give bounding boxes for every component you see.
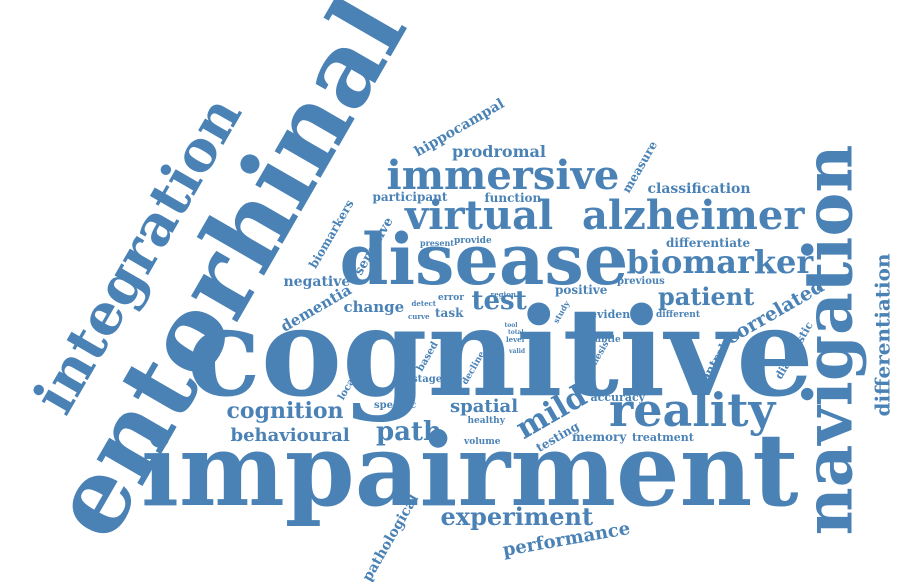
word-present: present — [420, 238, 455, 248]
word-test: test — [471, 286, 527, 316]
word-tool: tool — [504, 322, 518, 329]
word-memory: memory — [572, 430, 627, 444]
word-valid: valid — [509, 348, 526, 355]
word-behavioural: behavioural — [230, 425, 350, 446]
word-prodromal: prodromal — [452, 142, 546, 161]
word-positive: positive — [555, 283, 608, 297]
word-provide: provide — [454, 235, 492, 246]
word-total: total — [508, 329, 524, 336]
word-classification: classification — [647, 181, 751, 197]
word-subtle: subtle — [589, 334, 621, 345]
word-different: different — [656, 309, 700, 320]
word-evidence: evidence — [590, 307, 644, 321]
word-immersive: immersive — [386, 152, 620, 199]
word-function: function — [484, 191, 542, 205]
word-path: path — [376, 417, 442, 447]
word-error: error — [438, 292, 464, 303]
word-treatment: treatment — [632, 430, 694, 444]
word-level: level — [506, 334, 525, 344]
word-curve: curve — [408, 311, 430, 321]
word-cognition: cognition — [226, 398, 344, 424]
word-impairment: impairment — [141, 411, 799, 529]
word-previous: previous — [617, 276, 665, 287]
word-detect: detect — [411, 298, 437, 308]
word-stage: stage — [412, 374, 443, 385]
word-patient: patient — [658, 282, 755, 311]
word-participant: participant — [372, 190, 448, 204]
word-disease: disease — [339, 218, 629, 301]
word-negative: negative — [283, 274, 351, 290]
word-change: change — [343, 297, 405, 316]
word-region: region — [490, 289, 516, 299]
word-differentiation: differentiation — [870, 253, 895, 417]
word-experiment: experiment — [440, 502, 594, 531]
word-virtual: virtual — [405, 192, 554, 239]
word-spatial: spatial — [450, 396, 519, 417]
word-alzheimer: alzheimer — [582, 192, 805, 239]
word-cognitive: cognitive — [186, 280, 814, 424]
word-volume: volume — [464, 436, 501, 447]
word-reality: reality — [609, 383, 776, 437]
word-task: task — [435, 306, 464, 320]
word-healthy: healthy — [467, 415, 505, 426]
word-accuracy: accuracy — [590, 390, 646, 404]
word-biomarker: biomarker — [626, 243, 814, 281]
word-specific: specific — [374, 400, 417, 411]
word-differentiate: differentiate — [666, 236, 751, 250]
word-area: area — [530, 311, 550, 321]
